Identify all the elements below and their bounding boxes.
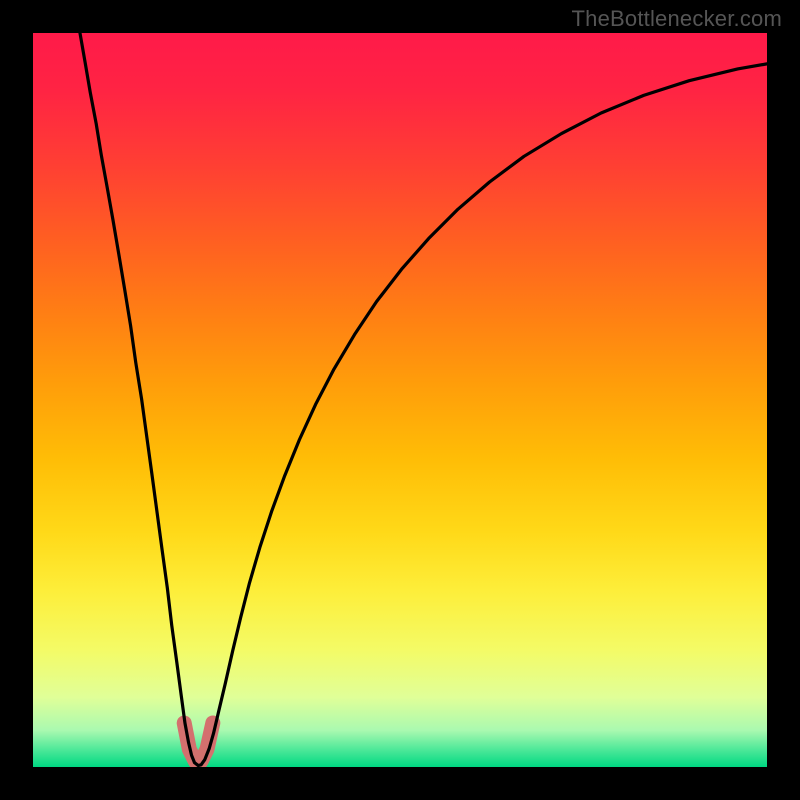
plot-svg bbox=[0, 0, 800, 800]
chart-stage: TheBottlenecker.com bbox=[0, 0, 800, 800]
watermark-text: TheBottlenecker.com bbox=[572, 6, 782, 32]
